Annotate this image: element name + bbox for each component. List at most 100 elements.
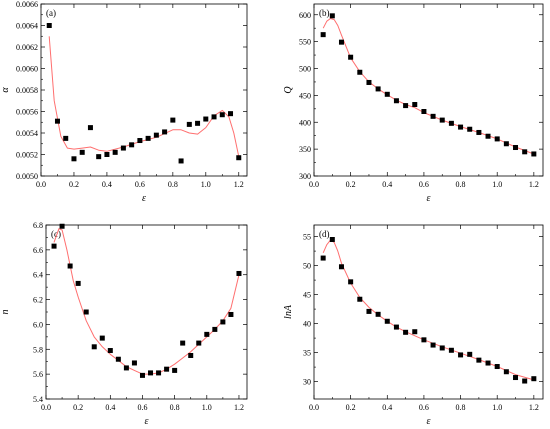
y-tick-label: 0.0064 bbox=[16, 22, 38, 31]
y-tick-label: 45 bbox=[303, 291, 311, 300]
x-tick-label: 0.6 bbox=[419, 180, 429, 189]
x-tick-label: 1.0 bbox=[201, 180, 211, 189]
x-tick-label: 0.2 bbox=[346, 180, 356, 189]
data-point bbox=[195, 120, 201, 126]
data-point bbox=[320, 255, 326, 261]
data-point bbox=[522, 149, 528, 155]
data-point bbox=[99, 335, 105, 341]
y-tick-label: 6.6 bbox=[33, 246, 43, 255]
data-point bbox=[211, 114, 217, 120]
y-tick-label: 0.0060 bbox=[16, 65, 38, 74]
data-point bbox=[448, 120, 454, 126]
x-tick-label: 1.2 bbox=[234, 403, 244, 412]
data-point bbox=[366, 79, 372, 85]
data-point bbox=[148, 370, 154, 376]
data-point bbox=[120, 145, 126, 151]
panel-label: (b) bbox=[319, 8, 330, 18]
x-tick-label: 0.0 bbox=[41, 403, 51, 412]
y-tick-label: 5.4 bbox=[33, 395, 43, 404]
x-axis-label: ε bbox=[145, 416, 149, 427]
data-point bbox=[338, 39, 344, 45]
y-tick-label: 6.4 bbox=[33, 271, 43, 280]
x-tick-label: 0.4 bbox=[102, 180, 112, 189]
x-tick-label: 1.0 bbox=[492, 180, 502, 189]
data-point bbox=[71, 156, 77, 162]
panel-label: (d) bbox=[319, 229, 330, 239]
panel-label: (a) bbox=[46, 8, 56, 18]
data-point bbox=[522, 378, 528, 384]
y-tick-label: 600 bbox=[299, 11, 311, 20]
data-point bbox=[485, 360, 491, 366]
panel-label: (c) bbox=[51, 229, 61, 239]
data-point bbox=[458, 124, 464, 130]
data-point bbox=[228, 311, 234, 317]
data-point bbox=[513, 375, 519, 381]
data-point bbox=[494, 136, 500, 142]
plot-frame bbox=[313, 3, 544, 177]
x-tick-label: 1.2 bbox=[234, 180, 244, 189]
data-point bbox=[145, 135, 151, 141]
data-point bbox=[164, 366, 170, 372]
data-point bbox=[188, 353, 194, 358]
data-point bbox=[178, 158, 184, 164]
x-tick-label: 1.0 bbox=[492, 403, 502, 412]
data-point bbox=[448, 347, 454, 353]
data-point bbox=[186, 121, 192, 127]
data-point bbox=[439, 345, 445, 351]
fit-curve bbox=[53, 228, 240, 375]
data-point bbox=[196, 340, 202, 346]
data-point bbox=[476, 357, 482, 363]
y-axis-label: lnA bbox=[283, 304, 294, 319]
data-point bbox=[366, 308, 372, 314]
data-point bbox=[129, 142, 135, 148]
data-point bbox=[329, 237, 335, 242]
data-point bbox=[384, 91, 390, 97]
y-tick-label: 6.8 bbox=[33, 221, 43, 230]
x-tick-label: 0.6 bbox=[135, 180, 145, 189]
data-point bbox=[172, 367, 178, 373]
y-axis-label: Q bbox=[283, 86, 294, 94]
fit-curve bbox=[322, 239, 534, 381]
x-tick-label: 0.4 bbox=[382, 180, 392, 189]
y-tick-label: 300 bbox=[299, 172, 311, 181]
data-point bbox=[421, 337, 427, 343]
y-tick-label: 0.0054 bbox=[16, 129, 38, 138]
data-point bbox=[412, 102, 418, 108]
y-tick-label: 6.0 bbox=[33, 320, 43, 329]
data-point bbox=[228, 111, 234, 117]
y-tick-label: 55 bbox=[303, 233, 311, 242]
x-tick-label: 0.0 bbox=[309, 403, 319, 412]
data-point bbox=[87, 125, 93, 131]
data-point bbox=[338, 264, 344, 270]
x-tick-label: 1.0 bbox=[202, 403, 212, 412]
data-point bbox=[104, 152, 110, 157]
chart-panel-3: 0.0 0.2 0.4 0.6 0.8 1.0 1.2 5.4 5.6 5.8 6.0 6.2 6.4 6… bbox=[0, 221, 248, 427]
plot-frame bbox=[45, 224, 248, 400]
data-point bbox=[220, 319, 226, 325]
y-tick-label: 0.0052 bbox=[16, 151, 38, 160]
data-point bbox=[467, 126, 473, 132]
x-tick-label: 0.2 bbox=[69, 180, 79, 189]
y-tick-label: 30 bbox=[303, 378, 311, 387]
y-tick-label: 5.8 bbox=[33, 345, 43, 354]
chart-panel-2: 0.0 0.2 0.4 0.6 0.8 1.0 1.2 300 350 400 450 500 550 6… bbox=[283, 3, 544, 204]
y-tick-label: 450 bbox=[299, 91, 311, 100]
data-point bbox=[139, 372, 145, 378]
data-point bbox=[219, 112, 225, 118]
data-point bbox=[393, 324, 399, 330]
data-point bbox=[485, 133, 491, 139]
plot-frame bbox=[313, 224, 544, 400]
data-point bbox=[170, 117, 176, 123]
data-point bbox=[348, 279, 354, 285]
x-tick-label: 0.8 bbox=[456, 403, 466, 412]
data-point bbox=[384, 318, 390, 324]
data-point bbox=[503, 141, 509, 147]
data-point bbox=[430, 113, 436, 119]
y-tick-label: 350 bbox=[299, 145, 311, 154]
x-tick-label: 0.4 bbox=[105, 403, 115, 412]
data-point bbox=[156, 370, 162, 376]
plot-frame bbox=[40, 3, 248, 177]
y-tick-label: 0.0066 bbox=[16, 0, 38, 9]
data-point bbox=[46, 23, 52, 28]
